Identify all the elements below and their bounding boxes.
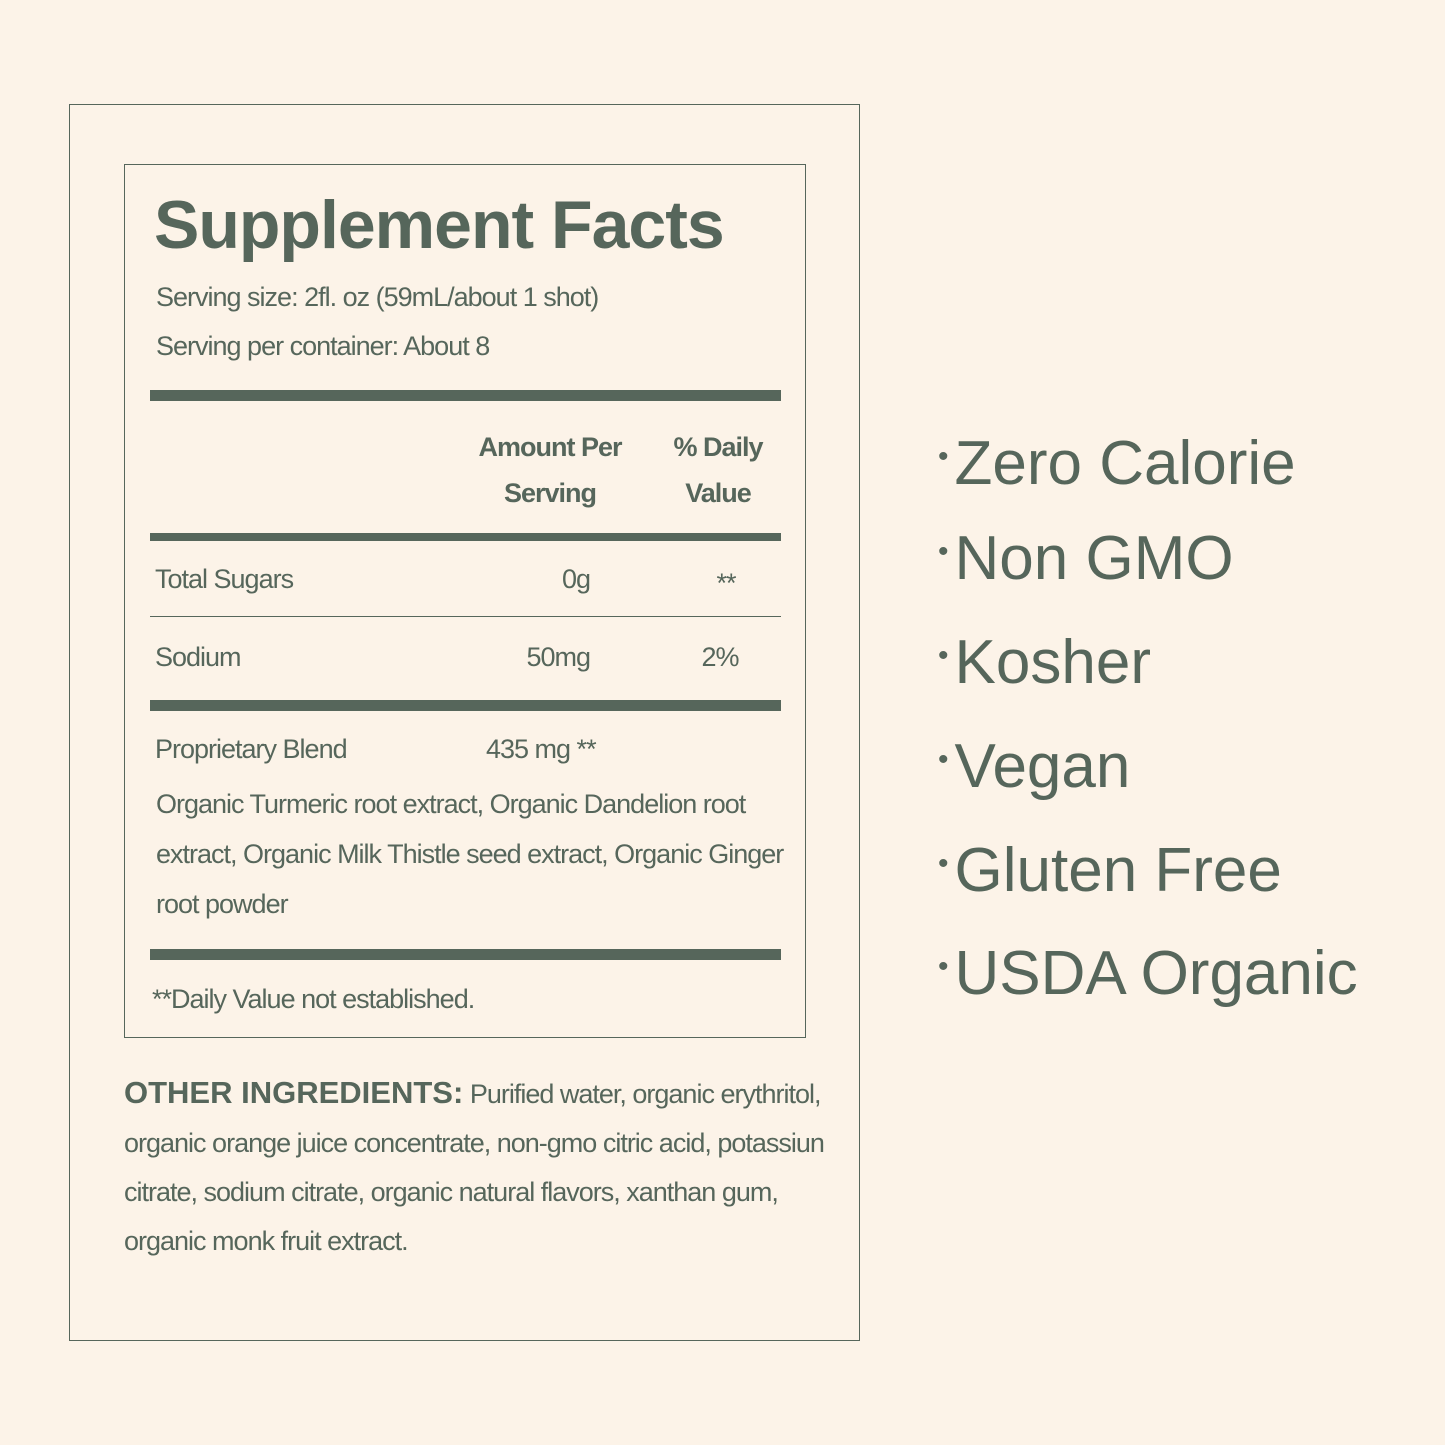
blend-amount: 435 mg ** bbox=[486, 734, 597, 764]
daily-header: % Daily Value bbox=[673, 432, 763, 508]
claim: Vegan bbox=[938, 731, 1131, 802]
amount-header: Amount Per Serving bbox=[478, 432, 622, 508]
claim: Kosher bbox=[938, 627, 1151, 698]
row-daily: 2% bbox=[701, 642, 739, 672]
footnote: **Daily Value not established. bbox=[152, 984, 475, 1014]
other-ingredients-label: OTHER INGREDIENTS: bbox=[124, 1075, 464, 1110]
facts-frame bbox=[124, 164, 806, 1038]
outer-frame bbox=[69, 104, 860, 1341]
claim: Non GMO bbox=[938, 523, 1234, 594]
servings: Serving per container: About 8 bbox=[156, 331, 490, 361]
other-ingredients-text: Purified water, organic erythritol, orga… bbox=[124, 1079, 825, 1256]
blend-ingredients: Organic Turmeric root extract, Organic D… bbox=[156, 789, 784, 919]
row-amount: 50mg bbox=[526, 642, 591, 672]
row-amount: 0g bbox=[561, 564, 591, 594]
rule bbox=[150, 949, 781, 960]
serving-size: Serving size: 2fl. oz (59mL/about 1 shot… bbox=[156, 282, 599, 312]
claim: Zero Calorie bbox=[938, 428, 1296, 499]
facts-title: Supplement Facts bbox=[154, 187, 725, 263]
claim: Gluten Free bbox=[938, 835, 1282, 906]
row-daily: ** bbox=[716, 568, 736, 598]
blend-name: Proprietary Blend bbox=[155, 734, 348, 764]
row-name: Sodium bbox=[155, 642, 242, 672]
rule bbox=[150, 700, 781, 711]
thin-rule bbox=[150, 616, 781, 617]
rule bbox=[150, 390, 781, 401]
other-ingredients: OTHER INGREDIENTS: Purified water, organ… bbox=[124, 1068, 825, 1266]
rule bbox=[150, 533, 781, 541]
claim: USDA Organic bbox=[938, 938, 1358, 1009]
row-name: Total Sugars bbox=[155, 564, 294, 594]
